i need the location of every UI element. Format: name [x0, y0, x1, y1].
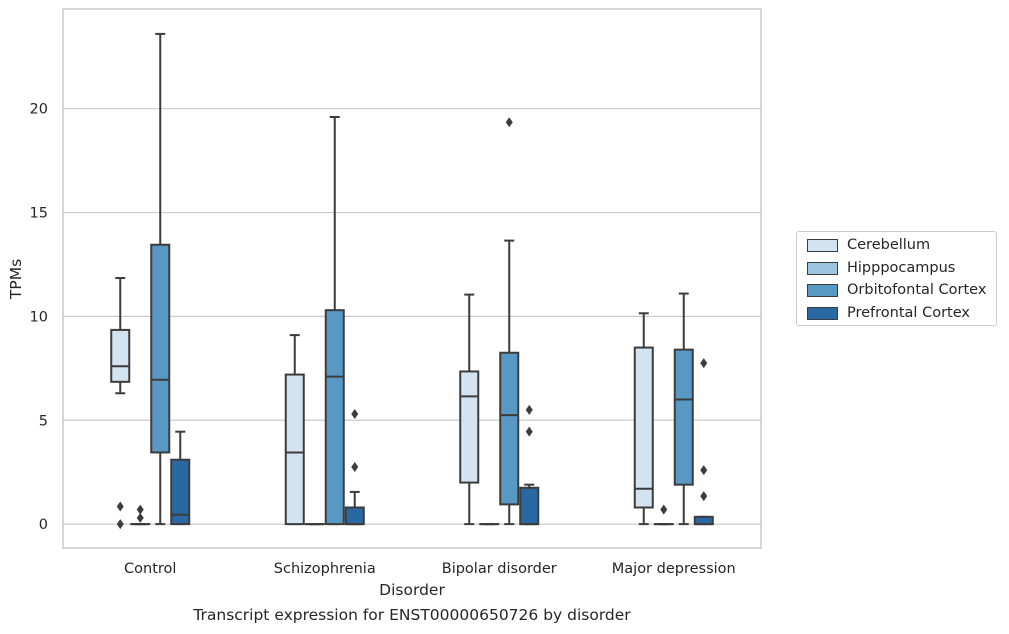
legend-label: Cerebellum [847, 237, 931, 253]
legend-item-orbitofrontal-cortex: Orbitofontal Cortex [807, 280, 986, 300]
box-orbitofontal-cortex [499, 117, 520, 526]
box-rect [519, 486, 540, 526]
x-axis-label: Disorder [379, 581, 445, 599]
outlier-point [116, 519, 124, 530]
box-orbitofontal-cortex [673, 292, 694, 526]
outlier-point [700, 358, 708, 369]
y-tick-labels: 0 5 10 15 20 [30, 102, 48, 533]
y-tick-label: 0 [39, 517, 48, 533]
box-rect [284, 373, 305, 526]
legend-swatch [807, 238, 838, 252]
box-rect [499, 351, 520, 506]
y-tick-label: 20 [30, 102, 48, 118]
box-rect [170, 458, 191, 526]
legend-item-hippocampus: Hipppocampus [807, 258, 955, 278]
outlier-point [116, 501, 124, 512]
box-rect [150, 243, 171, 454]
outlier-point [351, 461, 359, 472]
outlier-point [136, 504, 144, 515]
box-rect [324, 309, 345, 526]
box-hipppocampus [653, 504, 674, 526]
x-tick-label: Bipolar disorder [442, 561, 557, 577]
figure-caption: Transcript expression for ENST0000065072… [193, 606, 631, 624]
box-rect [693, 515, 714, 526]
box-cerebellum [459, 293, 480, 526]
outlier-point [700, 491, 708, 502]
x-tick-labels: Control Schizophrenia Bipolar disorder Majo… [124, 561, 736, 577]
box-rect [110, 328, 131, 383]
x-tick-label: Major depression [612, 561, 736, 577]
box-orbitofontal-cortex [324, 116, 345, 526]
outlier-point [525, 404, 533, 415]
box-rect [344, 506, 365, 526]
x-tick-label: Control [124, 561, 176, 577]
box-prefrontal-cortex [344, 409, 365, 526]
box-prefrontal-cortex [519, 404, 540, 526]
box-prefrontal-cortex [170, 430, 191, 526]
outlier-point [700, 465, 708, 476]
legend-item-cerebellum: Cerebellum [807, 235, 930, 255]
box-cerebellum [284, 334, 305, 526]
plot-frame [62, 8, 762, 549]
box-rect [459, 370, 480, 484]
legend-swatch [807, 306, 838, 320]
legend-label: Prefrontal Cortex [847, 305, 970, 321]
legend: Cerebellum Hipppocampus Orbitofontal Cor… [796, 231, 997, 326]
legend-swatch [807, 261, 838, 275]
box-cerebellum [633, 312, 654, 526]
legend-label: Hipppocampus [847, 260, 956, 276]
outlier-point [351, 409, 359, 420]
legend-item-prefrontal-cortex: Prefrontal Cortex [807, 303, 970, 323]
y-tick-label: 5 [39, 413, 48, 429]
box-prefrontal-cortex [693, 358, 714, 526]
box-group [110, 32, 714, 530]
box-orbitofontal-cortex [150, 32, 171, 526]
outlier-point [136, 512, 144, 523]
y-tick-label: 15 [30, 206, 48, 222]
legend-label: Orbitofontal Cortex [847, 282, 987, 298]
legend-swatch [807, 283, 838, 297]
box-rect [633, 346, 654, 509]
outlier-point [660, 504, 668, 515]
box-cerebellum [110, 276, 131, 530]
y-axis-label: TPMs [7, 259, 25, 300]
outlier-point [505, 117, 513, 128]
box-hipppocampus [130, 504, 151, 526]
outlier-point [525, 426, 533, 437]
x-tick-label: Schizophrenia [274, 561, 376, 577]
box-rect [673, 348, 694, 486]
y-tick-label: 10 [30, 309, 48, 325]
